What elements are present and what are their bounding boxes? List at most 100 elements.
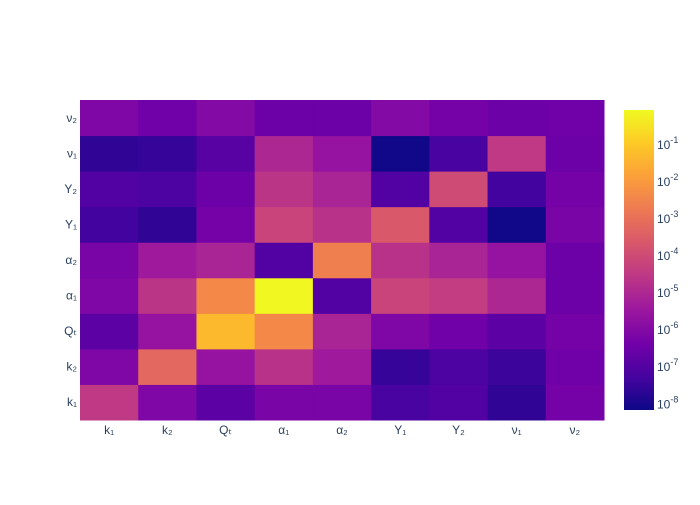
x-tick-label: Y₁ (394, 423, 406, 437)
heatmap-cell (254, 242, 314, 279)
heatmap-cell (487, 384, 547, 421)
x-tick-label: α₂ (336, 423, 348, 437)
heatmap-cell (196, 384, 256, 421)
heatmap-cell (196, 100, 256, 137)
heatmap-cell (487, 135, 547, 172)
heatmap-cell (254, 135, 314, 172)
heatmap-cell (312, 348, 372, 385)
y-tick-label: k₁ (67, 395, 77, 409)
x-tick-label: k₁ (104, 423, 114, 437)
y-tick-label: Y₁ (65, 217, 77, 231)
heatmap-cell (138, 313, 197, 350)
heatmap-cell (138, 135, 197, 172)
heatmap-cell (312, 206, 372, 243)
heatmap-cell (80, 135, 139, 172)
heatmap-cell (196, 242, 256, 279)
heatmap-cell (429, 100, 489, 137)
heatmap-cell (80, 277, 139, 314)
colorbar (624, 110, 654, 410)
colorbar-ticks: 10-1 10-2 10-3 10-4 10-5 10-6 10-7 10-8 (657, 135, 678, 411)
heatmap-cell (371, 100, 430, 137)
heatmap-cells (80, 100, 605, 421)
heatmap-cell (487, 277, 547, 314)
heatmap-cell (312, 242, 372, 279)
heatmap-cell (196, 348, 256, 385)
heatmap-cell (487, 313, 547, 350)
heatmap-cell (196, 171, 256, 208)
x-tick-label: α₁ (278, 423, 289, 437)
heatmap-cell (312, 313, 372, 350)
colorbar-tick-label: 10-3 (657, 209, 678, 226)
heatmap-cell (80, 348, 139, 385)
y-axis-ticks: k₁ k₂ Qₜ α₁ α₂ Y₁ Y₂ ν₁ ν₂ (64, 111, 77, 409)
heatmap-cell (545, 348, 605, 385)
heatmap-cell (429, 171, 489, 208)
heatmap-cell (487, 242, 547, 279)
heatmap-cell (429, 313, 489, 350)
heatmap-cell (371, 135, 430, 172)
colorbar-tick-label: 10-1 (657, 135, 678, 152)
heatmap-cell (254, 100, 314, 137)
x-axis-ticks: k₁ k₂ Qₜ α₁ α₂ Y₁ Y₂ ν₁ ν₂ (104, 423, 580, 437)
y-tick-label: ν₂ (66, 111, 77, 125)
heatmap-cell (429, 242, 489, 279)
heatmap-cell (429, 135, 489, 172)
heatmap-cell (487, 100, 547, 137)
heatmap-cell (138, 171, 197, 208)
heatmap-cell (138, 206, 197, 243)
heatmap-cell (138, 348, 197, 385)
heatmap-cell (138, 100, 197, 137)
heatmap-cell (487, 171, 547, 208)
y-tick-label: Qₜ (64, 324, 77, 338)
heatmap-cell (138, 384, 197, 421)
colorbar-tick-label: 10-5 (657, 283, 678, 300)
heatmap-cell (371, 242, 430, 279)
heatmap-cell (429, 348, 489, 385)
heatmap-cell (80, 100, 139, 137)
heatmap-cell (254, 384, 314, 421)
heatmap-cell (429, 277, 489, 314)
heatmap-cell (254, 206, 314, 243)
heatmap-cell (545, 313, 605, 350)
heatmap-cell (545, 171, 605, 208)
heatmap-cell (371, 171, 430, 208)
heatmap-cell (487, 348, 547, 385)
heatmap-cell (80, 206, 139, 243)
heatmap-cell (371, 277, 430, 314)
heatmap-cell (545, 242, 605, 279)
heatmap-cell (545, 277, 605, 314)
heatmap-cell (545, 135, 605, 172)
heatmap-cell (254, 348, 314, 385)
heatmap-cell (312, 135, 372, 172)
x-tick-label: Y₂ (452, 423, 465, 437)
heatmap-cell (80, 242, 139, 279)
heatmap-cell (254, 277, 314, 314)
x-tick-label: ν₂ (570, 423, 581, 437)
heatmap-cell (138, 242, 197, 279)
x-tick-label: ν₁ (512, 423, 522, 437)
heatmap-cell (429, 384, 489, 421)
heatmap-cell (196, 313, 256, 350)
y-tick-label: ν₁ (67, 146, 77, 160)
y-tick-label: Y₂ (64, 182, 77, 196)
heatmap-cell (312, 100, 372, 137)
heatmap-cell (138, 277, 197, 314)
y-tick-label: α₂ (65, 253, 77, 267)
colorbar-tick-label: 10-7 (657, 357, 678, 374)
colorbar-tick-label: 10-8 (657, 394, 678, 411)
heatmap-cell (371, 313, 430, 350)
heatmap-cell (312, 277, 372, 314)
heatmap-cell (80, 313, 139, 350)
heatmap-cell (545, 384, 605, 421)
heatmap-cell (312, 384, 372, 421)
heatmap-cell (80, 384, 139, 421)
heatmap-cell (312, 171, 372, 208)
heatmap-cell (196, 206, 256, 243)
colorbar-tick-label: 10-4 (657, 246, 678, 263)
y-tick-label: α₁ (66, 289, 77, 303)
heatmap-cell (371, 348, 430, 385)
colorbar-tick-label: 10-2 (657, 172, 678, 189)
heatmap-cell (545, 100, 605, 137)
